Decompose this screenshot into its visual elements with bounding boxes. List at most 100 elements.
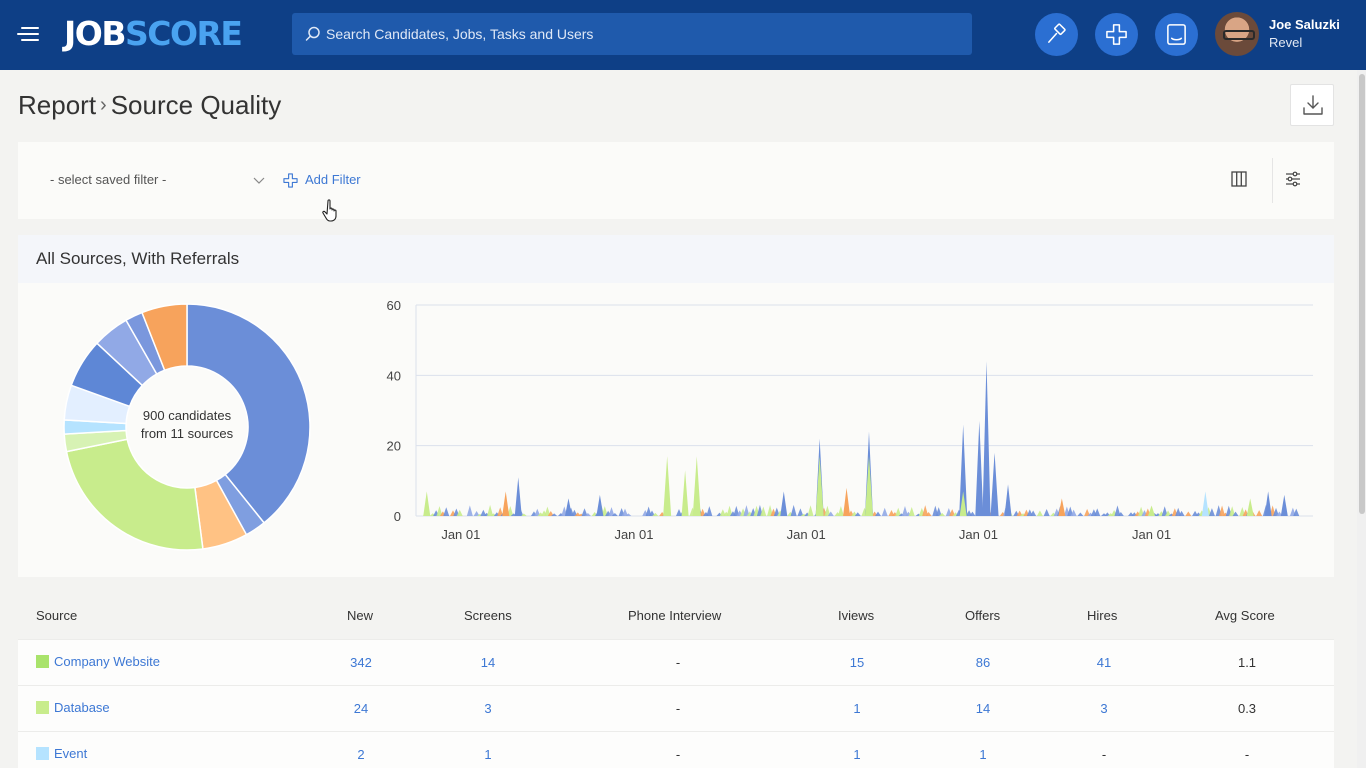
area-spike — [497, 507, 504, 516]
page-scrollbar-thumb[interactable] — [1359, 74, 1365, 514]
area-spike — [1175, 507, 1182, 516]
cell-iviews-value[interactable]: 1 — [853, 701, 861, 716]
global-search-box[interactable]: Search Candidates, Jobs, Tasks and Users — [292, 13, 972, 55]
cell-screens-value[interactable]: 14 — [480, 655, 496, 670]
breadcrumb-report-link[interactable]: Report — [18, 90, 97, 120]
columns-button[interactable] — [1230, 170, 1250, 190]
area-spike — [1016, 510, 1023, 516]
area-spike[interactable] — [982, 361, 991, 516]
area-spike[interactable] — [1264, 491, 1272, 516]
cell-phone-value: - — [675, 655, 681, 670]
area-spike[interactable] — [423, 491, 431, 516]
tools-button[interactable] — [1035, 13, 1078, 56]
saved-filter-dropdown[interactable]: - select saved filter - — [50, 166, 268, 194]
area-spike[interactable] — [959, 424, 968, 516]
area-spike[interactable] — [959, 491, 967, 516]
area-spike[interactable] — [564, 498, 572, 516]
area-spike[interactable] — [843, 487, 851, 516]
area-spike[interactable] — [1004, 484, 1012, 516]
area-spike[interactable] — [502, 491, 510, 516]
area-spike[interactable] — [1246, 498, 1254, 516]
settings-button[interactable] — [1284, 170, 1304, 190]
cell-screens-value[interactable]: 3 — [484, 701, 492, 716]
area-spike — [584, 512, 591, 516]
user-organization: Revel — [1269, 35, 1303, 50]
cell-iviews-value[interactable]: 15 — [849, 655, 865, 670]
area-spike[interactable] — [975, 421, 984, 516]
add-filter-button[interactable]: Add Filter — [283, 166, 361, 194]
cell-hires-value: - — [1101, 747, 1107, 762]
cell-new-value[interactable]: 24 — [353, 701, 369, 716]
col-header-avg-score[interactable]: Avg Score — [1215, 608, 1275, 623]
cell-screens-value[interactable]: 1 — [484, 747, 492, 762]
hammer-icon — [1048, 23, 1066, 43]
col-header-iviews[interactable]: Iviews — [838, 608, 875, 623]
area-spike — [827, 511, 834, 516]
cell-offers-value[interactable]: 14 — [975, 701, 991, 716]
area-spike[interactable] — [1280, 494, 1288, 516]
logo-text-job: JOB — [64, 14, 126, 53]
search-icon — [305, 26, 320, 41]
table-row: Company Website 342 14 - 15 86 41 1.1 — [18, 639, 1334, 685]
cell-offers-value[interactable]: 1 — [979, 747, 987, 762]
col-header-phone-interview[interactable]: Phone Interview — [628, 608, 722, 623]
pie-slice[interactable] — [141, 303, 188, 372]
area-spike — [1256, 510, 1263, 516]
area-spike[interactable] — [1058, 498, 1066, 516]
col-header-new[interactable]: New — [347, 608, 374, 623]
cell-hires-value[interactable]: 3 — [1100, 701, 1108, 716]
chart-card: All Sources, With Referrals 900 candidat… — [18, 235, 1334, 577]
download-icon — [1303, 95, 1323, 115]
col-header-hires[interactable]: Hires — [1087, 608, 1118, 623]
area-spike — [1161, 506, 1168, 516]
chart-card-header: All Sources, With Referrals — [18, 235, 1334, 283]
area-spike — [1117, 512, 1124, 516]
col-header-offers[interactable]: Offers — [965, 608, 1001, 623]
area-spike[interactable] — [864, 456, 873, 516]
source-link[interactable]: Database — [54, 700, 110, 715]
area-spike[interactable] — [514, 477, 522, 516]
hand-cursor-icon — [322, 199, 337, 222]
area-spike[interactable] — [1201, 491, 1209, 516]
saved-filter-label: - select saved filter - — [50, 172, 167, 187]
area-spike[interactable] — [780, 491, 788, 516]
cell-hires-value[interactable]: 41 — [1096, 655, 1112, 670]
area-spike — [1094, 508, 1101, 516]
col-header-source[interactable]: Source — [36, 608, 78, 623]
area-spike[interactable] — [681, 470, 689, 516]
area-spike[interactable] — [663, 456, 672, 516]
area-spike — [1084, 508, 1091, 516]
add-new-button[interactable] — [1095, 13, 1138, 56]
top-navigation-bar: JOBSCORE Search Candidates, Jobs, Tasks … — [0, 0, 1366, 70]
jobscore-logo[interactable]: JOBSCORE — [64, 14, 243, 54]
cell-new-value[interactable]: 2 — [357, 747, 365, 762]
pie-slice[interactable] — [186, 303, 311, 524]
page-title: Source Quality — [110, 90, 282, 120]
area-spike — [1138, 506, 1145, 516]
area-spike[interactable] — [1148, 505, 1156, 516]
pie-slice[interactable] — [65, 438, 204, 551]
search-input[interactable]: Search Candidates, Jobs, Tasks and Users — [326, 26, 594, 42]
area-spike — [622, 508, 629, 516]
area-spike — [456, 509, 463, 516]
source-link[interactable]: Event — [54, 746, 88, 761]
menu-icon[interactable] — [17, 25, 39, 43]
area-spike[interactable] — [596, 494, 604, 516]
cell-offers-value[interactable]: 86 — [975, 655, 991, 670]
add-filter-label: Add Filter — [305, 172, 361, 187]
download-button[interactable] — [1290, 84, 1334, 126]
user-avatar[interactable] — [1215, 12, 1259, 56]
col-header-screens[interactable]: Screens — [464, 608, 512, 623]
area-spike — [544, 506, 551, 516]
cell-new-value[interactable]: 342 — [350, 655, 372, 670]
user-name[interactable]: Joe Saluzki — [1269, 17, 1340, 32]
source-link[interactable]: Company Website — [54, 654, 160, 669]
cell-iviews-value[interactable]: 1 — [853, 747, 861, 762]
area-spike — [908, 506, 915, 516]
table-row: Event 2 1 - 1 1 - - — [18, 731, 1334, 768]
messages-button[interactable] — [1155, 13, 1198, 56]
area-spike[interactable] — [990, 452, 999, 516]
area-spike[interactable] — [692, 456, 701, 516]
area-spike — [1273, 507, 1280, 516]
area-spike[interactable] — [815, 456, 824, 516]
